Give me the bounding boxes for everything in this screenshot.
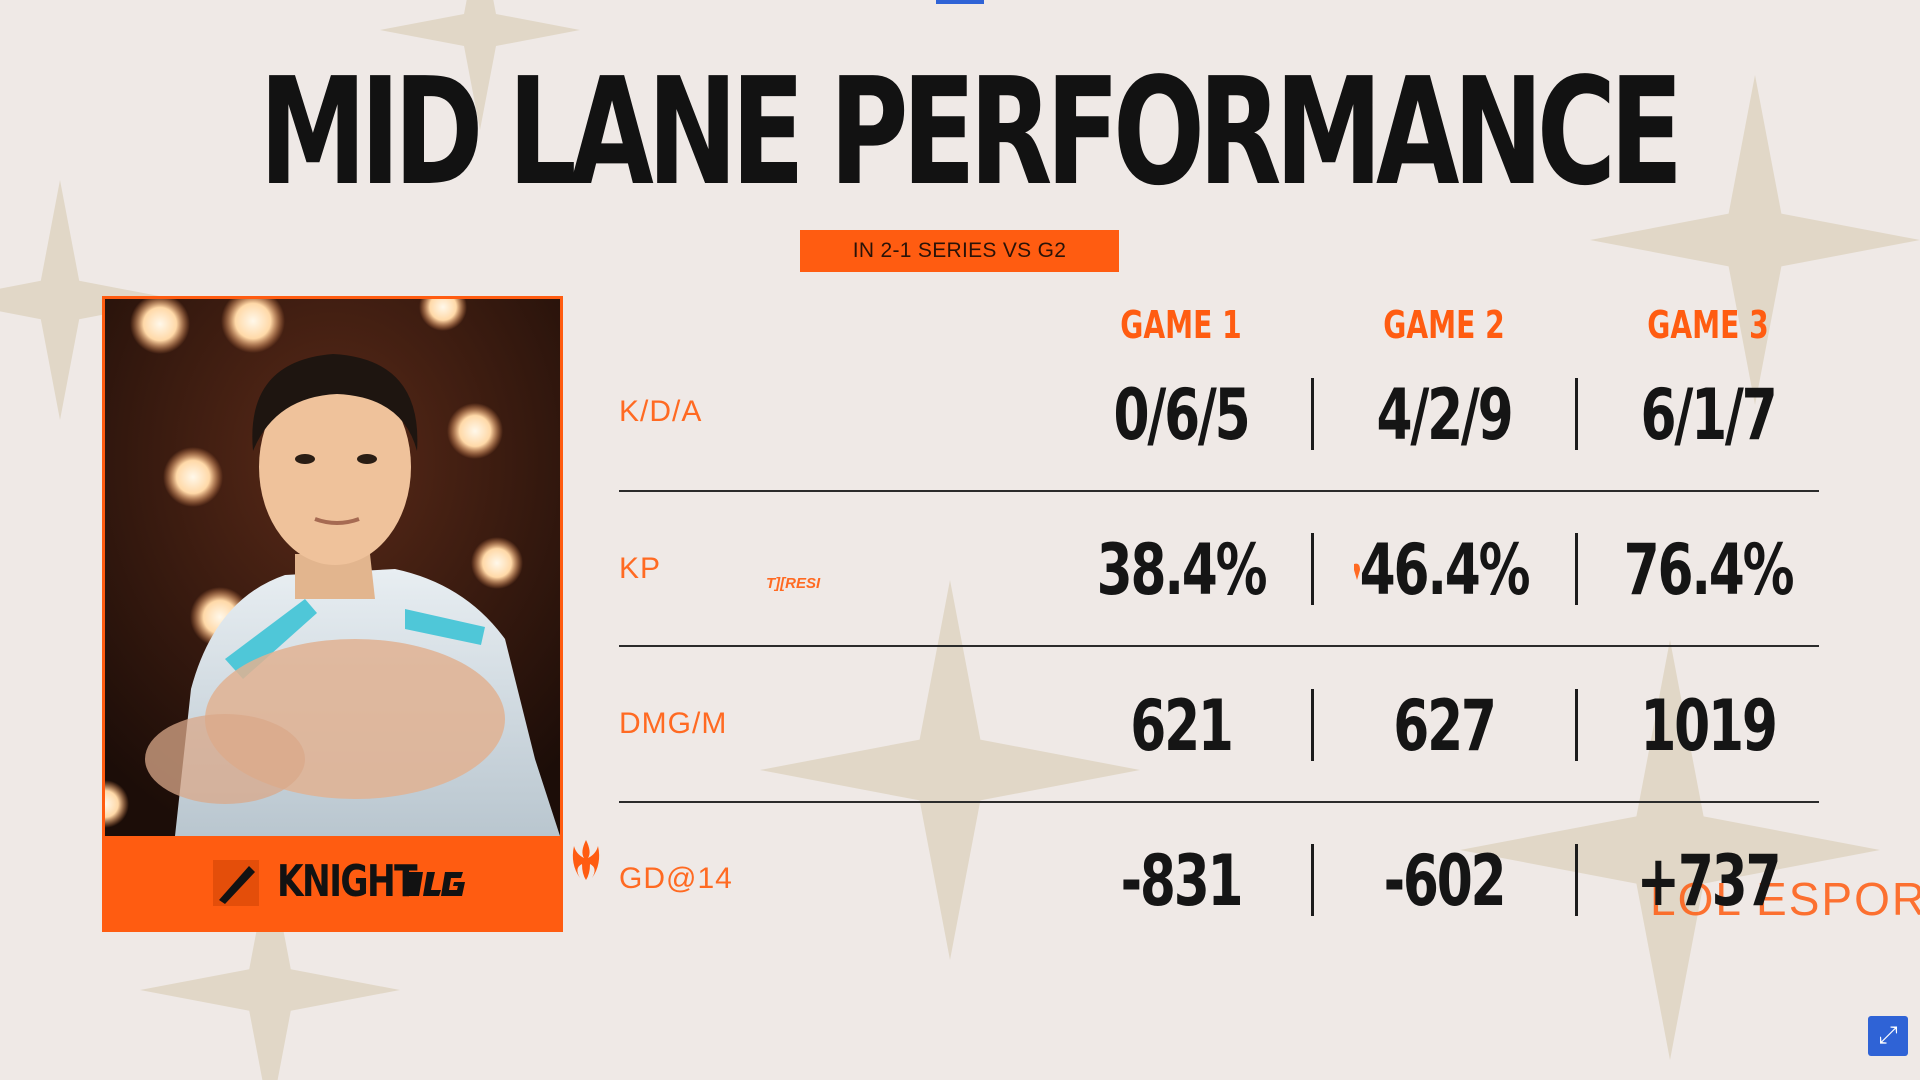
background-star-decoration (0, 180, 180, 420)
row-divider (619, 801, 1819, 803)
column-divider (1575, 844, 1578, 916)
flame-logo-icon (572, 840, 600, 880)
row-label-kda: K/D/A (619, 395, 703, 428)
background-star-decoration (1590, 75, 1920, 405)
dmg-game-3: 1019 (1640, 685, 1778, 767)
column-divider (1575, 689, 1578, 761)
page-title: MID LANE PERFORMANCE (259, 46, 1683, 218)
kda-game-1: 0/6/5 (1113, 374, 1251, 456)
row-label-kp: KP (619, 552, 662, 585)
map-pin-icon (1354, 563, 1360, 580)
lol-esports-watermark: LOL ESPORT (1650, 873, 1920, 925)
game-2-header: GAME 2 (1383, 303, 1505, 347)
column-divider (1575, 533, 1578, 605)
expand-icon[interactable]: ⤢ (1868, 1016, 1908, 1056)
kda-game-2: 4/2/9 (1376, 374, 1514, 456)
game-1-header: GAME 1 (1120, 303, 1242, 347)
row-label-dmg-per-min: DMG/M (619, 707, 728, 740)
gd14-game-1: -831 (1120, 840, 1244, 922)
kp-game-3: 76.4% (1623, 529, 1795, 611)
dmg-game-2: 627 (1393, 685, 1497, 767)
background-star-decoration (140, 860, 400, 1080)
top-indicator (936, 0, 984, 4)
mid-lane-icon (213, 860, 259, 906)
column-divider (1311, 378, 1314, 450)
kp-game-2: 46.4% (1359, 529, 1531, 611)
game-3-header: GAME 3 (1647, 303, 1769, 347)
blg-logo (407, 872, 465, 896)
kp-game-1: 38.4% (1096, 529, 1268, 611)
column-divider (1311, 533, 1314, 605)
player-name-bar: KNIGHT (105, 836, 560, 929)
background-star-decoration (1460, 640, 1880, 1060)
series-subtitle-badge: IN 2-1 SERIES VS G2 (800, 230, 1119, 272)
player-card: KNIGHT (102, 296, 563, 932)
player-name: KNIGHT (277, 856, 418, 907)
kda-game-3: 6/1/7 (1640, 374, 1778, 456)
gd14-game-3: +737 (1636, 840, 1782, 922)
background-star-decoration (380, 0, 580, 130)
row-divider (619, 490, 1819, 492)
row-label-gold-diff-14: GD@14 (619, 862, 733, 895)
row-divider (619, 645, 1819, 647)
column-divider (1311, 689, 1314, 761)
player-photo (105, 299, 560, 836)
gd14-game-2: -602 (1383, 840, 1507, 922)
dmg-game-1: 621 (1130, 685, 1234, 767)
column-divider (1575, 378, 1578, 450)
overlay-text-fragment: T][RESI (766, 575, 821, 592)
background-star-decoration (760, 580, 1140, 960)
column-divider (1311, 844, 1314, 916)
